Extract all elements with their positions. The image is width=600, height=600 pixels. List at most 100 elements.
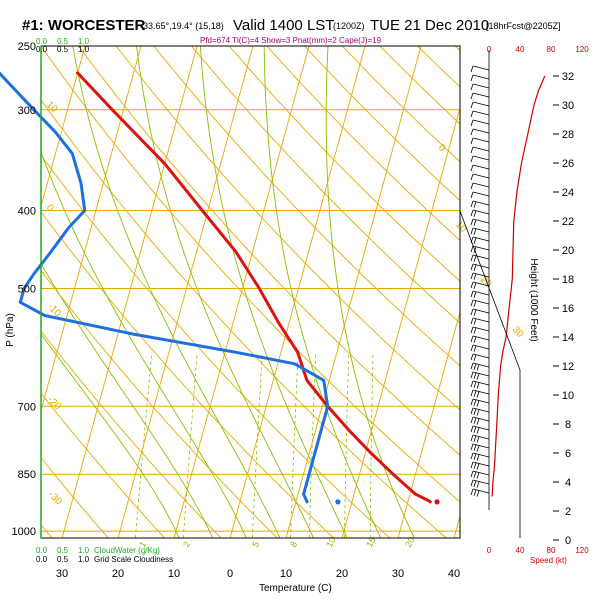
surface-temperature-point (434, 499, 440, 505)
moist-adiabat-line (199, 46, 348, 538)
wind-barb-flag (473, 264, 477, 271)
wind-barb (472, 254, 490, 260)
height-tick-label: 0 (565, 535, 571, 547)
wind-barb-flag (470, 452, 474, 460)
isotherm-line (510, 46, 600, 538)
moist-adiabat-line (263, 46, 382, 538)
wind-barb-flag (476, 463, 480, 470)
wind-barb-flag (473, 255, 477, 262)
bottom-cloud-black-title: Grid Scale Cloudiness (94, 555, 173, 564)
wind-barb-flag (473, 291, 477, 298)
wind-barb-flag (476, 454, 480, 461)
wind-barb-flag (473, 309, 477, 316)
wind-barb (472, 164, 490, 170)
wind-barb (472, 443, 490, 449)
wind-barb-flag (470, 380, 474, 388)
wind-barb-flag (470, 425, 474, 433)
top-cloud-green-2: 1.0 (78, 37, 90, 46)
mixing-ratio-label: 5 (250, 540, 261, 549)
wind-barb-flag (473, 372, 477, 379)
temperature-tick-label: 30 (56, 568, 68, 580)
wind-barb-flag (473, 426, 477, 433)
dry-adiabat-line (493, 46, 600, 538)
wind-barb-flag (470, 119, 474, 127)
utc-time: (1200Z) (333, 21, 365, 31)
isotherm-line (285, 46, 422, 538)
wind-barb-flag (470, 128, 474, 136)
wind-barb-flag (476, 409, 480, 416)
wind-barb-flag (470, 155, 474, 163)
wind-barb-flag (470, 335, 474, 343)
top-speed-tick-2: 80 (547, 45, 556, 54)
wind-barb-flag (470, 299, 474, 307)
wind-barb-flag (470, 200, 474, 208)
wind-barb (472, 209, 490, 215)
wind-barb (472, 407, 490, 413)
wind-barb (472, 155, 490, 161)
wind-barb-flag (473, 282, 477, 289)
height-tick-label: 2 (565, 506, 571, 518)
top-speed-tick-0: 0 (487, 45, 492, 54)
height-tick-label: 20 (562, 245, 574, 257)
wind-barb (472, 74, 490, 80)
wind-barb-flag (470, 416, 474, 424)
wind-barb (472, 200, 490, 206)
dry-adiabat-line (41, 154, 391, 538)
wind-barb-flag (470, 182, 474, 190)
wind-barb-flag (470, 92, 474, 100)
wind-barb (472, 182, 490, 188)
height-tick-label: 6 (565, 448, 571, 460)
wind-barb-flag (473, 246, 477, 253)
wind-barb-flag (470, 83, 474, 91)
wind-barb-flag (470, 290, 474, 298)
wind-barb (472, 173, 490, 179)
wind-barb-flag (470, 434, 474, 442)
wind-barb-flag (470, 353, 474, 361)
wind-barb-flag (470, 227, 474, 235)
wind-barb (472, 425, 490, 431)
isotherm-line (173, 46, 310, 538)
wind-barb-flag (473, 399, 477, 406)
pressure-tick-label: 500 (18, 284, 36, 296)
mixing-ratio-line (369, 352, 374, 538)
height-tick-label: 24 (562, 187, 574, 199)
y-axis-title: P (hPa) (5, 313, 16, 347)
wind-barb (472, 227, 490, 233)
temperature-tick-label: 10 (168, 568, 180, 580)
temperature-tick-label: 30 (392, 568, 404, 580)
top-cloud-black-0: 0.0 (36, 45, 48, 54)
wind-barb-flag (470, 389, 474, 397)
wind-barb-flag (470, 470, 474, 478)
wind-barb (472, 137, 490, 143)
wind-barb-flag (476, 373, 480, 380)
mixing-ratio-label: 1 (137, 540, 148, 549)
wind-barb-flag (473, 435, 477, 442)
wind-barb (472, 101, 490, 107)
isotherm-line (41, 46, 86, 209)
wind-barb-flag (473, 318, 477, 325)
wind-barb-flag (470, 65, 474, 73)
wind-barb-flag (476, 364, 480, 371)
bottom-cloud-green-1: 0.5 (57, 546, 69, 555)
wind-barb-flag (470, 272, 474, 280)
wind-barb (472, 326, 490, 332)
mixing-ratio-line (344, 352, 350, 538)
dry-adiabat-line (379, 46, 460, 125)
wind-barb-flag (473, 480, 477, 487)
wind-barb-flag (470, 110, 474, 118)
height-tick-label: 8 (565, 419, 571, 431)
wind-barb-flag (476, 472, 480, 479)
wind-barb-flag (470, 371, 474, 379)
wind-barb-flag (473, 471, 477, 478)
stability-indices: Pfd=674 Tl(C)=4 Show=3 Pnat(mm)=2 Cape(J… (200, 36, 382, 45)
bottom-cloud-green-title: CloudWater (g/Kg) (94, 546, 160, 555)
wind-barb-flag (473, 228, 477, 235)
wind-barb (472, 272, 490, 278)
height-tick-label: 30 (562, 100, 574, 112)
isotherm-line (453, 514, 460, 538)
height-tick-label: 14 (562, 332, 574, 344)
forecast-date: TUE 21 Dec 2010 (370, 17, 489, 34)
mixing-ratio-line (135, 352, 153, 538)
